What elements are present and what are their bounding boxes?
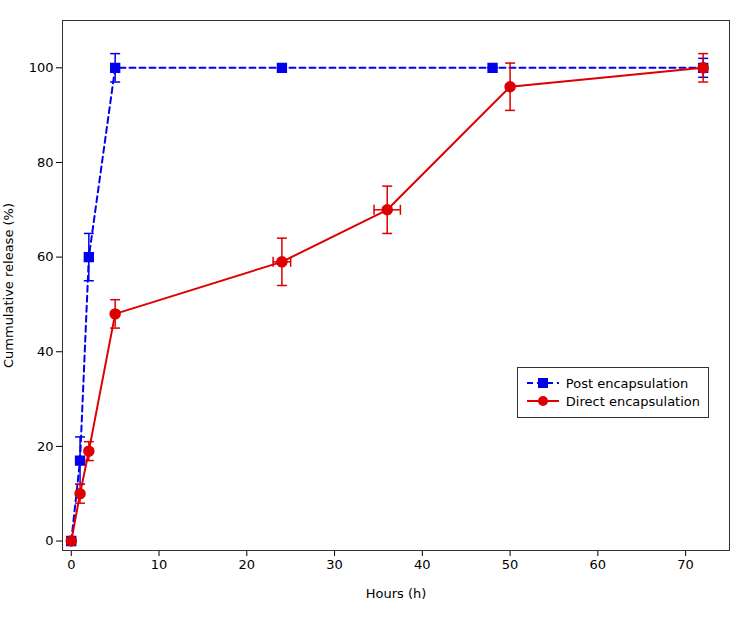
svg-text:70: 70: [677, 557, 694, 572]
svg-text:20: 20: [37, 439, 54, 454]
html-text:Direct encapsulation: Direct encapsulation: [565, 393, 700, 409]
svg-text:Cummulative release (%): Cummulative release (%): [1, 203, 16, 368]
svg-text:100: 100: [29, 60, 54, 75]
svg-text:Hours (h): Hours (h): [366, 586, 427, 601]
svg-text:30: 30: [326, 557, 343, 572]
svg-text:0: 0: [67, 557, 75, 572]
svg-text:20: 20: [239, 557, 256, 572]
svg-text:60: 60: [590, 557, 607, 572]
svg-text:10: 10: [151, 557, 168, 572]
html-text:Post encapsulation: Post encapsulation: [565, 375, 689, 391]
svg-text:40: 40: [414, 557, 431, 572]
svg-text:50: 50: [502, 557, 519, 572]
svg-text:0: 0: [45, 533, 53, 548]
svg-text:80: 80: [37, 155, 54, 170]
svg-text:60: 60: [37, 249, 54, 264]
svg-text:40: 40: [37, 344, 54, 359]
